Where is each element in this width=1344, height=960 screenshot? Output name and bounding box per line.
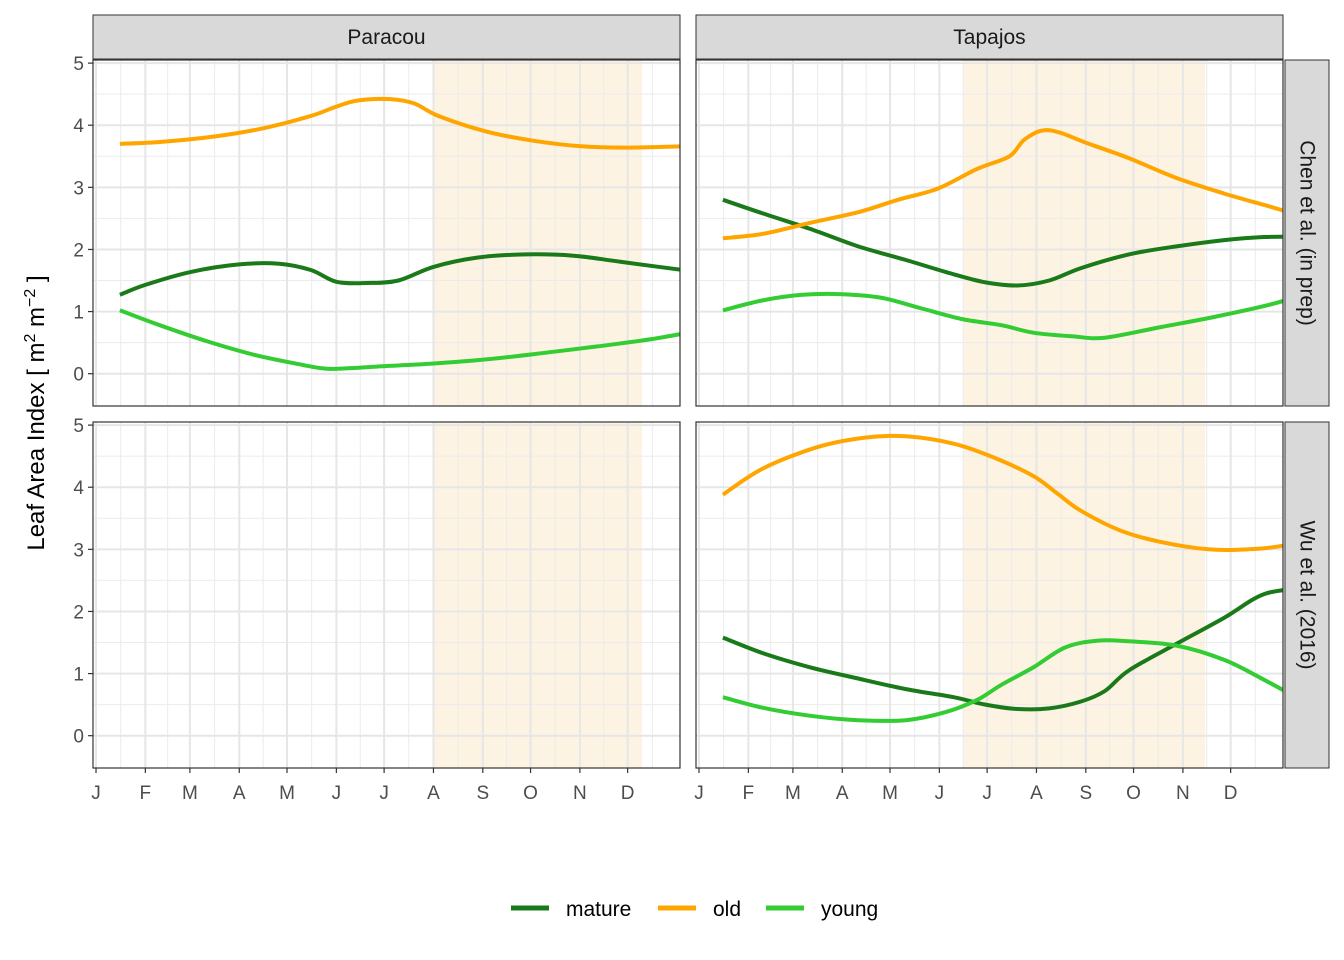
dry-season-band	[433, 422, 642, 768]
x-tick-label: D	[1224, 783, 1238, 804]
x-tick-label: S	[476, 783, 489, 804]
facet-strip-paracou: Paracou	[92, 14, 681, 60]
panel-border	[695, 421, 1284, 769]
x-tick-label: O	[523, 783, 538, 804]
y-tick-label: 3	[73, 178, 84, 199]
x-tick-label: O	[1126, 783, 1141, 804]
panel-tapajos-chen-et-al-in-prep	[695, 59, 1284, 407]
x-tick-label: A	[1030, 783, 1043, 804]
y-axis-title-main: Leaf Area Index [ m	[23, 343, 50, 551]
x-tick-label: A	[427, 783, 440, 804]
series-line-mature	[119, 252, 680, 297]
panel-border	[695, 59, 1284, 407]
x-tick-label: J	[91, 783, 101, 804]
y-tick-label: 2	[73, 602, 84, 623]
panel-border	[92, 421, 681, 769]
x-tick-label: J	[379, 783, 389, 804]
gridlines	[93, 422, 680, 768]
series-line-mature	[722, 197, 1283, 288]
y-tick-label: 5	[73, 416, 84, 437]
y-axis-title-sup2: −2	[22, 289, 39, 307]
x-tick-label: N	[573, 783, 587, 804]
facet-strip-bg	[92, 14, 681, 60]
series-line-young	[119, 308, 680, 371]
x-tick-label: A	[233, 783, 246, 804]
svg-text:Leaf Area Index [ m2 m−2 ]: Leaf Area Index [ m2 m−2 ]	[22, 275, 50, 550]
x-tick-label: J	[935, 783, 945, 804]
y-tick-label: 2	[73, 240, 84, 261]
series-line-old	[119, 96, 680, 150]
facet-strip-label: Paracou	[347, 26, 425, 49]
legend-item-old: old	[658, 898, 741, 921]
y-tick-label: 0	[73, 727, 84, 748]
series-line-old	[721, 433, 1283, 553]
x-tick-label: J	[694, 783, 704, 804]
legend-item-mature: mature	[511, 898, 631, 921]
series-line-mature	[722, 588, 1283, 712]
legend-label: mature	[566, 898, 631, 921]
dry-season-band	[963, 60, 1206, 406]
gridlines	[696, 60, 1283, 406]
y-tick-label: 1	[73, 303, 84, 324]
facet-strip-label: Wu et al. (2016)	[1296, 520, 1319, 669]
series-lines	[721, 433, 1283, 723]
panel-paracou-wu-et-al-2016: 0 1 2 3 4 5 J F M A M J J A S O N D	[73, 416, 681, 804]
series-line-young	[722, 291, 1283, 341]
y-axis-title-sup1: 2	[22, 334, 39, 343]
series-lines	[722, 128, 1283, 341]
x-tick-label: J	[982, 783, 992, 804]
y-tick-label: 5	[73, 54, 84, 75]
y-tick-label: 1	[73, 665, 84, 686]
legend-label: old	[713, 898, 741, 921]
x-tick-label: D	[621, 783, 635, 804]
legend-label: young	[821, 898, 878, 921]
gridlines	[93, 60, 680, 406]
y-axis-title-mid: m	[23, 307, 50, 334]
x-tick-label: F	[140, 783, 152, 804]
facet-strip-wu-et-al-2016: Wu et al. (2016)	[1284, 421, 1330, 769]
y-tick-label: 4	[73, 116, 84, 137]
y-tick-label: 0	[73, 365, 84, 386]
dry-season-band	[963, 422, 1206, 768]
series-line-young	[722, 638, 1283, 723]
series-line-old	[722, 128, 1283, 241]
x-tick-label: M	[785, 783, 801, 804]
x-tick-label: M	[182, 783, 198, 804]
y-axis-title: Leaf Area Index [ m2 m−2 ]	[22, 275, 50, 550]
y-tick-label: 3	[73, 540, 84, 561]
legend: mature old young	[511, 898, 878, 921]
facet-strip-tapajos: Tapajos	[695, 14, 1284, 60]
dry-season-band	[433, 60, 642, 406]
facet-strip-label: Tapajos	[953, 26, 1025, 49]
panel-paracou-chen-et-al-in-prep: 0 1 2 3 4 5	[73, 54, 681, 407]
facet-strip-label: Chen et al. (in prep)	[1296, 140, 1319, 326]
x-tick-label: J	[332, 783, 342, 804]
x-tick-label: M	[882, 783, 898, 804]
y-axis: 0 1 2 3 4 5	[73, 416, 93, 748]
panel-border	[92, 59, 681, 407]
x-tick-label: S	[1079, 783, 1092, 804]
legend-item-young: young	[766, 898, 878, 921]
facet-strip-bg	[1284, 59, 1330, 407]
facet-strip-chen-et-al-in-prep: Chen et al. (in prep)	[1284, 59, 1330, 407]
x-tick-label: A	[836, 783, 849, 804]
y-tick-label: 4	[73, 478, 84, 499]
x-tick-label: M	[279, 783, 295, 804]
facet-strip-bg	[1284, 421, 1330, 769]
y-axis: 0 1 2 3 4 5	[73, 54, 93, 386]
x-tick-label: F	[743, 783, 755, 804]
y-axis-title-end: ]	[23, 275, 50, 288]
x-tick-label: N	[1176, 783, 1190, 804]
facet-strip-bg	[695, 14, 1284, 60]
series-lines	[119, 96, 680, 371]
